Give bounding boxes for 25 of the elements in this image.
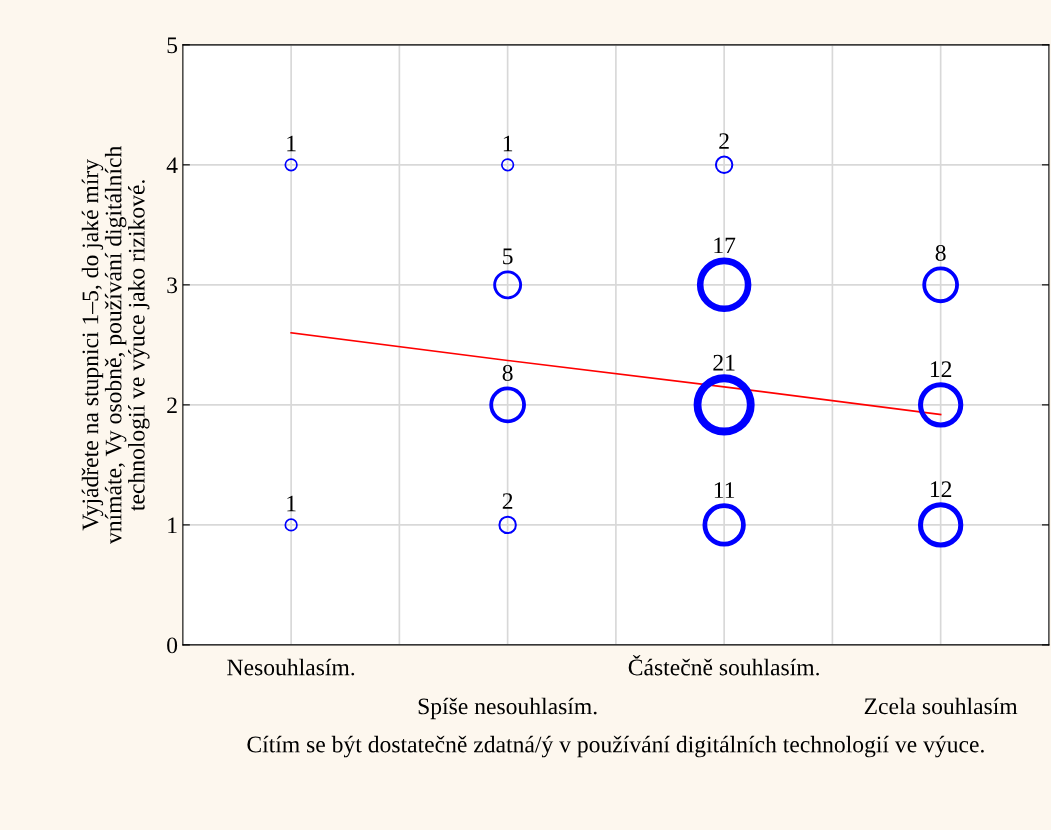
data-label: 21 xyxy=(713,354,735,371)
data-label: 1 xyxy=(287,135,296,152)
data-label: 2 xyxy=(502,493,513,509)
y-tick-label: 2 xyxy=(167,397,177,414)
y-tick-label: 4 xyxy=(166,157,178,174)
y-tick-label: 5 xyxy=(167,37,178,54)
data-label: 8 xyxy=(935,244,946,261)
x-tick-label: Částečně souhlasím. xyxy=(628,654,819,676)
y-tick-label: 3 xyxy=(167,277,178,294)
x-tick-label: Spíše nesouhlasím. xyxy=(418,697,597,720)
data-label: 1 xyxy=(287,495,296,512)
y-tick-label: 0 xyxy=(167,637,178,654)
data-label: 1 xyxy=(503,135,513,152)
data-label: 2 xyxy=(719,133,729,149)
data-label: 11 xyxy=(714,482,735,498)
y-axis-title: Vyjádřete na stupnici 1–5, do jaké míry vnímáte, Vy osobně, používání digitálních technologií ve výuce jako rizikové. xyxy=(81,146,150,544)
data-label: 17 xyxy=(714,237,736,254)
x-axis-title: Cítím se být dostatečně zdatná/ý v používání digitálních technologií ve výuce. xyxy=(247,735,984,758)
y-tick-label: 1 xyxy=(168,517,177,534)
data-label: 12 xyxy=(930,481,952,497)
data-label: 8 xyxy=(502,364,513,381)
data-label: 12 xyxy=(930,361,952,377)
data-label: 5 xyxy=(503,248,513,265)
x-tick-label: Nesouhlasím. xyxy=(227,658,355,676)
x-tick-label: Zcela souhlasím xyxy=(864,697,1018,715)
